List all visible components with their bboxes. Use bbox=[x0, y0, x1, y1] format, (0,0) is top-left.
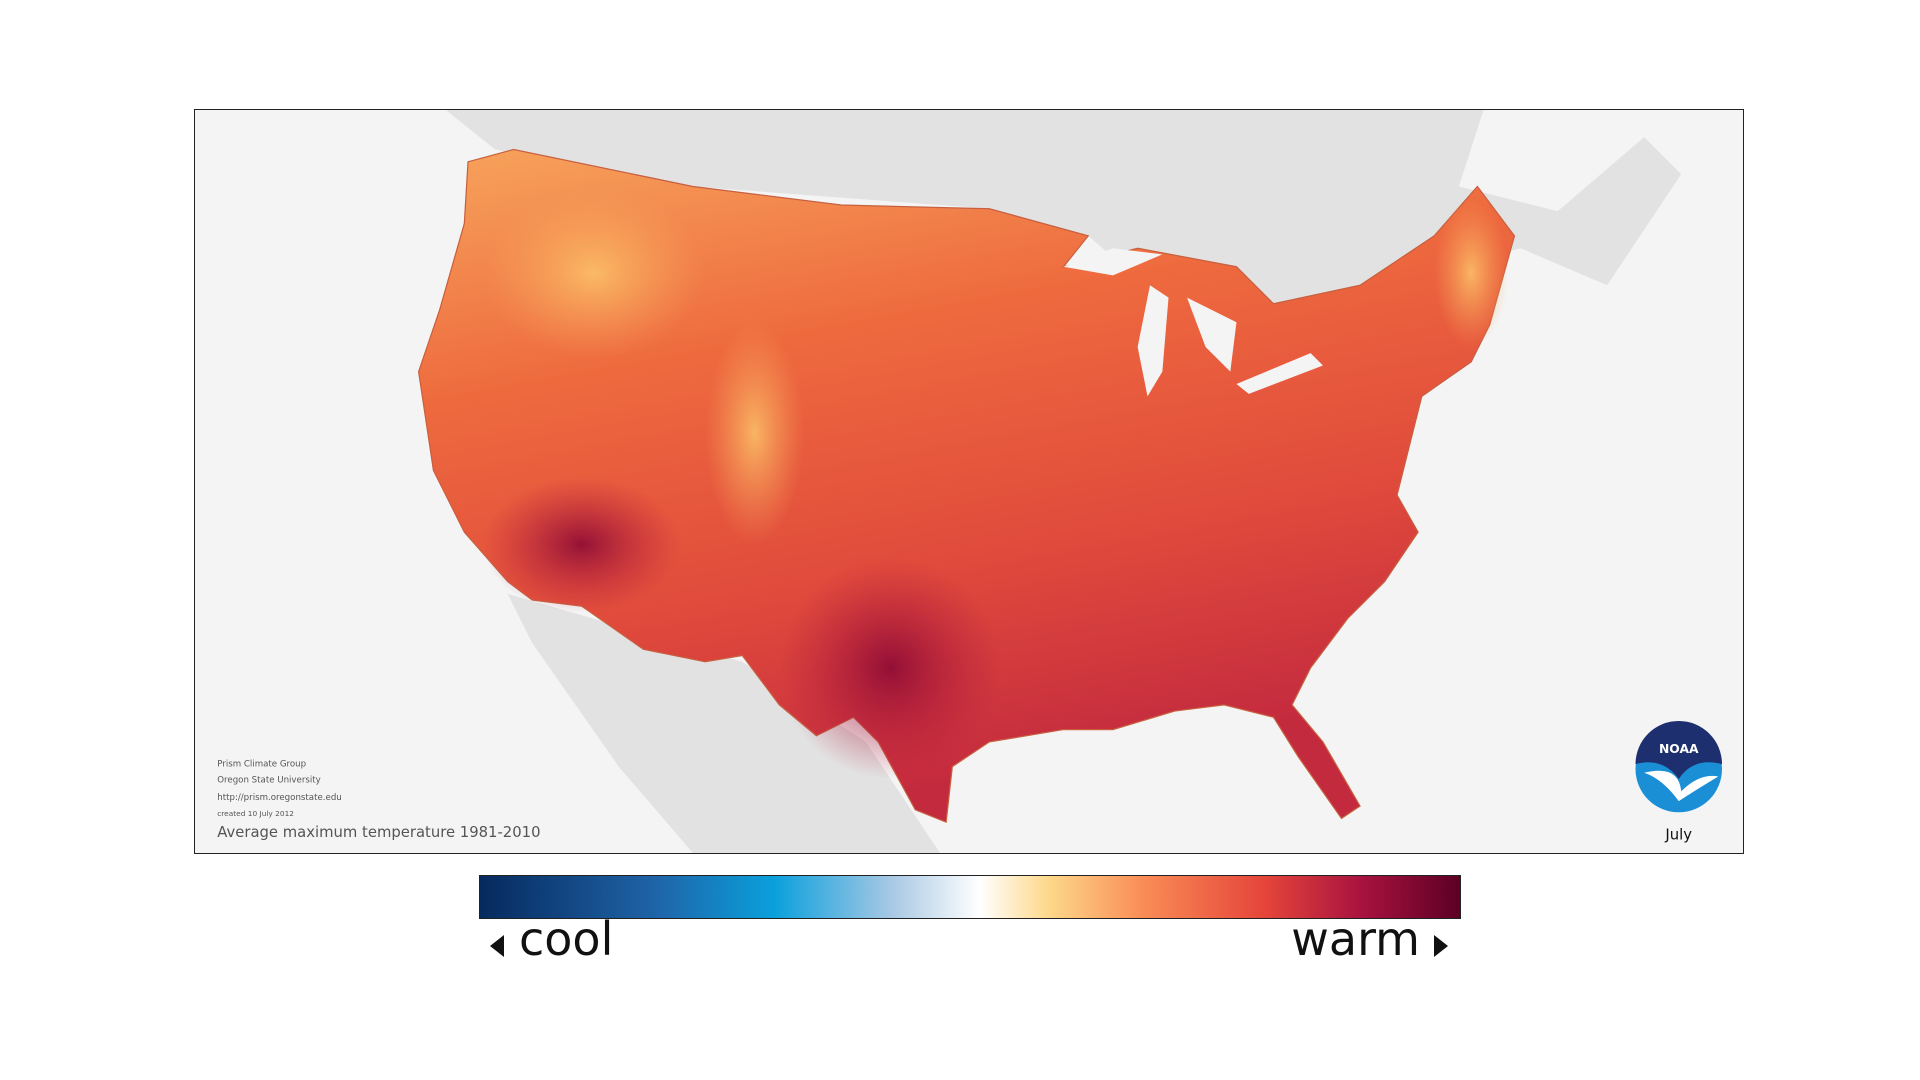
mexico bbox=[507, 593, 940, 853]
warm-arrow bbox=[1434, 935, 1448, 957]
credit: created 10 July 2012 bbox=[217, 809, 294, 818]
lake bbox=[1137, 285, 1169, 397]
color-scale bbox=[479, 875, 1461, 919]
credit: Prism Climate Group bbox=[217, 760, 306, 770]
warm-label: warm bbox=[1291, 912, 1420, 966]
lake bbox=[1187, 297, 1237, 372]
lake bbox=[1236, 353, 1323, 394]
caption: Average maximum temperature 1981-2010 bbox=[217, 824, 540, 841]
lake bbox=[1063, 248, 1163, 276]
cool-label: cool bbox=[519, 912, 614, 966]
noaa-logo-top bbox=[1635, 720, 1722, 779]
hot-region bbox=[482, 476, 681, 613]
cool-region bbox=[482, 186, 706, 360]
month: July bbox=[1664, 826, 1692, 843]
noaa-logo-bird bbox=[1644, 770, 1719, 802]
hot-region bbox=[779, 556, 1002, 779]
credit: http://prism.oregonstate.edu bbox=[217, 793, 342, 803]
credit: Oregon State University bbox=[217, 776, 321, 786]
conus bbox=[417, 148, 1516, 824]
map: Prism Climate Group Oregon State Univers… bbox=[194, 109, 1744, 854]
canada bbox=[445, 110, 1682, 372]
cool-arrow bbox=[490, 935, 504, 957]
noaa-logo-text: NOAA bbox=[1659, 742, 1699, 756]
cool-region bbox=[1434, 198, 1509, 347]
cool-region bbox=[705, 322, 805, 545]
